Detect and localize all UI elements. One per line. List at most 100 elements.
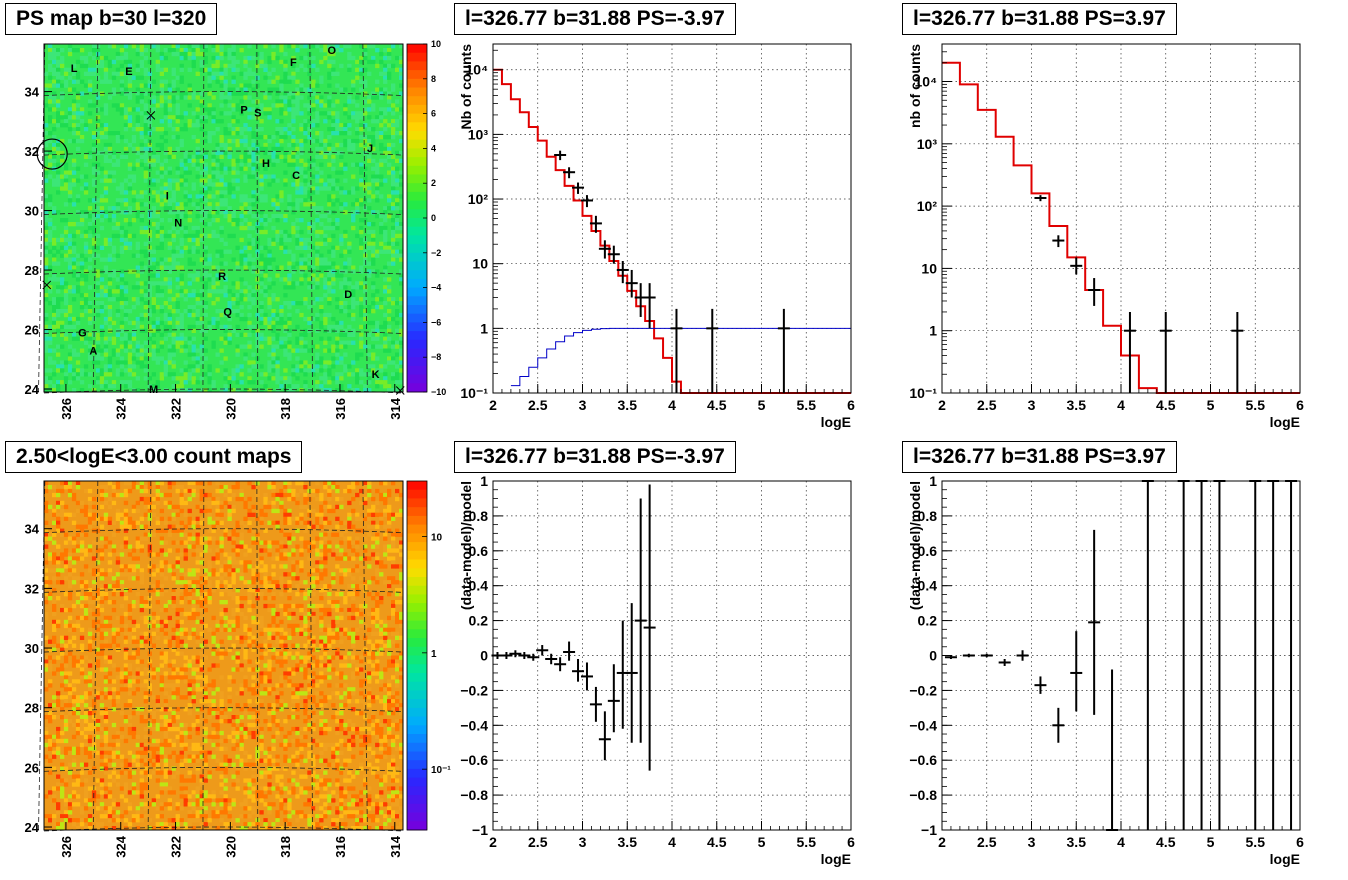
map-pixel [76,95,80,99]
map-pixel [176,95,180,99]
map-pixel [228,147,232,151]
map-pixel [391,238,395,242]
map-pixel [52,321,56,325]
map-pixel [267,238,271,242]
map-pixel [172,258,176,262]
map-pixel [363,68,367,72]
map-pixel [64,699,68,703]
map-pixel [76,751,80,755]
map-pixel [68,652,72,656]
map-pixel [208,202,212,206]
map-pixel [216,202,220,206]
map-pixel [136,151,140,155]
map-pixel [64,810,68,814]
map-pixel [116,277,120,281]
map-pixel [224,250,228,254]
map-pixel [76,317,80,321]
map-pixel [315,277,319,281]
map-pixel [116,56,120,60]
map-pixel [188,56,192,60]
map-pixel [68,485,72,489]
map-pixel [148,285,152,289]
map-pixel [156,269,160,273]
map-pixel [259,226,263,230]
map-pixel [363,309,367,313]
map-pixel [112,763,116,767]
colorbar-segment [407,296,427,305]
map-pixel [44,794,48,798]
map-pixel [60,345,64,349]
map-pixel [64,663,68,667]
map-pixel [132,735,136,739]
map-pixel [44,349,48,353]
map-pixel [132,285,136,289]
map-pixel [216,175,220,179]
map-pixel [323,281,327,285]
map-pixel [391,179,395,183]
map-pixel [375,182,379,186]
map-pixel [120,588,124,592]
map-pixel [311,103,315,107]
map-pixel [172,266,176,270]
map-pixel [136,707,140,711]
map-pixel [176,202,180,206]
map-pixel [371,309,375,313]
map-pixel [44,814,48,818]
map-pixel [251,258,255,262]
map-pixel [271,159,275,163]
map-pixel [395,167,399,171]
map-pixel [359,80,363,84]
map-pixel [136,360,140,364]
map-pixel [124,313,128,317]
map-pixel [156,305,160,309]
map-pixel [359,269,363,273]
map-pixel [315,155,319,159]
map-pixel [395,364,399,368]
map-pixel [156,321,160,325]
map-pixel [136,68,140,72]
map-pixel [271,297,275,301]
map-pixel [56,620,60,624]
map-pixel [295,234,299,238]
map-pixel [283,60,287,64]
map-pixel [196,356,200,360]
map-pixel [228,186,232,190]
map-pixel [184,297,188,301]
map-pixel [267,250,271,254]
map-pixel [48,556,52,560]
map-pixel [56,656,60,660]
map-pixel [104,337,108,341]
map-pixel [359,368,363,372]
map-pixel [60,671,64,675]
map-pixel [295,376,299,380]
map-pixel [271,360,275,364]
map-pixel [108,289,112,293]
map-pixel [375,333,379,337]
map-pixel [236,60,240,64]
map-pixel [136,624,140,628]
map-pixel [136,159,140,163]
map-pixel [367,95,371,99]
map-pixel [116,68,120,72]
map-pixel [247,155,251,159]
map-pixel [168,167,172,171]
map-pixel [128,107,132,111]
map-pixel [236,301,240,305]
map-pixel [315,364,319,368]
map-pixel [92,68,96,72]
map-pixel [319,80,323,84]
map-pixel [387,155,391,159]
map-pixel [124,309,128,313]
map-pixel [88,501,92,505]
map-pixel [116,309,120,313]
map-pixel [128,671,132,675]
map-pixel [391,64,395,68]
map-pixel [48,739,52,743]
map-pixel [240,364,244,368]
map-pixel [176,277,180,281]
map-pixel [68,194,72,198]
map-pixel [243,123,247,127]
map-pixel [216,44,220,48]
map-pixel [172,360,176,364]
map-pixel [124,771,128,775]
